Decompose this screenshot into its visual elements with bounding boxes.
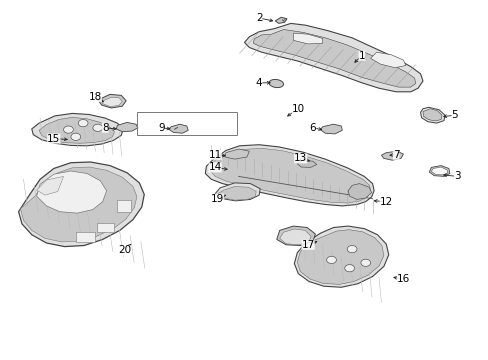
Polygon shape — [224, 149, 249, 159]
Ellipse shape — [268, 80, 283, 87]
Polygon shape — [19, 162, 144, 247]
Polygon shape — [297, 160, 316, 167]
Polygon shape — [37, 176, 63, 195]
Polygon shape — [370, 52, 405, 68]
Polygon shape — [275, 17, 286, 23]
Polygon shape — [37, 171, 106, 213]
Text: 19: 19 — [210, 194, 224, 204]
Circle shape — [71, 133, 81, 140]
Text: 11: 11 — [208, 150, 222, 160]
Bar — [137, 112, 237, 135]
Circle shape — [63, 126, 73, 133]
Text: 10: 10 — [291, 104, 304, 114]
Text: 3: 3 — [453, 171, 460, 181]
Polygon shape — [102, 97, 122, 107]
Bar — [117, 200, 131, 212]
Polygon shape — [381, 151, 403, 160]
Text: 20: 20 — [118, 245, 131, 255]
Polygon shape — [320, 124, 342, 134]
Text: 18: 18 — [88, 92, 102, 102]
Text: 17: 17 — [301, 240, 314, 250]
Polygon shape — [430, 167, 447, 175]
Polygon shape — [205, 145, 373, 206]
Bar — [76, 232, 95, 242]
Text: 12: 12 — [379, 197, 392, 207]
Polygon shape — [294, 226, 388, 287]
Polygon shape — [244, 23, 422, 92]
Polygon shape — [20, 167, 137, 242]
Text: 2: 2 — [255, 13, 262, 23]
Circle shape — [326, 256, 336, 264]
Text: 16: 16 — [396, 274, 409, 284]
Circle shape — [78, 120, 88, 127]
Polygon shape — [215, 183, 260, 201]
Text: 15: 15 — [47, 134, 61, 144]
Polygon shape — [279, 229, 310, 245]
Text: 14: 14 — [208, 162, 222, 172]
Text: 5: 5 — [450, 110, 457, 120]
Polygon shape — [293, 33, 322, 44]
Polygon shape — [420, 107, 444, 123]
Circle shape — [346, 246, 356, 253]
Polygon shape — [32, 113, 123, 146]
Text: 13: 13 — [293, 153, 307, 163]
Polygon shape — [422, 109, 441, 121]
Text: 7: 7 — [392, 150, 399, 160]
Polygon shape — [276, 226, 315, 246]
Polygon shape — [297, 230, 383, 284]
Polygon shape — [116, 122, 138, 132]
Text: 1: 1 — [358, 51, 365, 61]
Polygon shape — [210, 148, 370, 203]
Polygon shape — [39, 117, 114, 143]
Text: 4: 4 — [255, 78, 262, 88]
Polygon shape — [253, 30, 415, 87]
Text: 9: 9 — [158, 123, 164, 133]
Text: 8: 8 — [102, 123, 108, 133]
Polygon shape — [168, 124, 188, 133]
Text: 6: 6 — [309, 123, 316, 133]
Polygon shape — [428, 166, 449, 176]
Polygon shape — [217, 186, 256, 200]
Circle shape — [360, 259, 370, 266]
Bar — [97, 223, 114, 232]
Circle shape — [93, 124, 102, 131]
Polygon shape — [98, 94, 126, 108]
Polygon shape — [347, 184, 371, 199]
Circle shape — [344, 265, 354, 272]
